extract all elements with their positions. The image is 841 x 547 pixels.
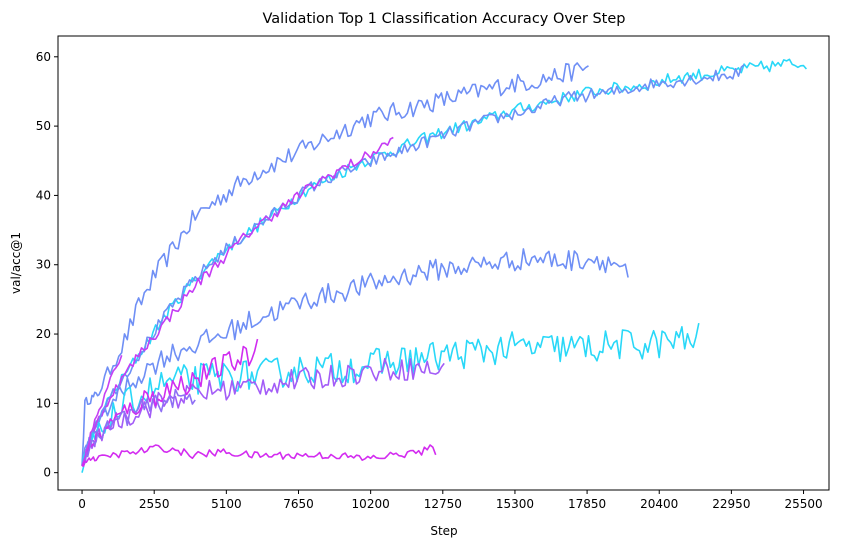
- series-line-11: [81, 444, 437, 467]
- chart-title: Validation Top 1 Classification Accuracy…: [263, 11, 626, 27]
- x-tick-label: 15300: [496, 497, 534, 511]
- x-tick-label: 20400: [640, 497, 678, 511]
- y-axis-label: val/acc@1: [9, 232, 23, 294]
- y-tick-label: 10: [36, 396, 51, 410]
- y-tick-label: 60: [36, 50, 51, 64]
- y-tick-label: 0: [43, 466, 51, 480]
- axes-layer: 0 2550 5100 7650 10200 12750 15300 17850 20400 22…: [36, 35, 830, 511]
- series-line-5: [81, 248, 629, 461]
- x-tick-label: 7650: [283, 497, 314, 511]
- x-tick-label: 2550: [139, 497, 170, 511]
- series-line-3: [81, 64, 745, 466]
- y-tick-label: 20: [36, 327, 51, 341]
- x-tick-label: 17850: [568, 497, 606, 511]
- x-tick-label: 10200: [352, 497, 390, 511]
- y-tick-label: 30: [36, 258, 51, 272]
- series-layer: [81, 58, 808, 473]
- series-line-1: [81, 62, 589, 466]
- x-tick-label: 12750: [424, 497, 462, 511]
- series-line-6: [81, 322, 700, 466]
- x-tick-label: 5100: [211, 497, 242, 511]
- x-tick-label: 0: [78, 497, 86, 511]
- y-tick-label: 50: [36, 119, 51, 133]
- series-line-9: [81, 388, 196, 466]
- series-line-10: [81, 355, 123, 466]
- y-tick-label: 40: [36, 188, 51, 202]
- x-axis-label: Step: [430, 524, 457, 538]
- axes-frame: [57, 35, 830, 491]
- x-tick-label: 22950: [712, 497, 750, 511]
- x-tick-label: 25500: [784, 497, 822, 511]
- series-line-4: [81, 136, 394, 467]
